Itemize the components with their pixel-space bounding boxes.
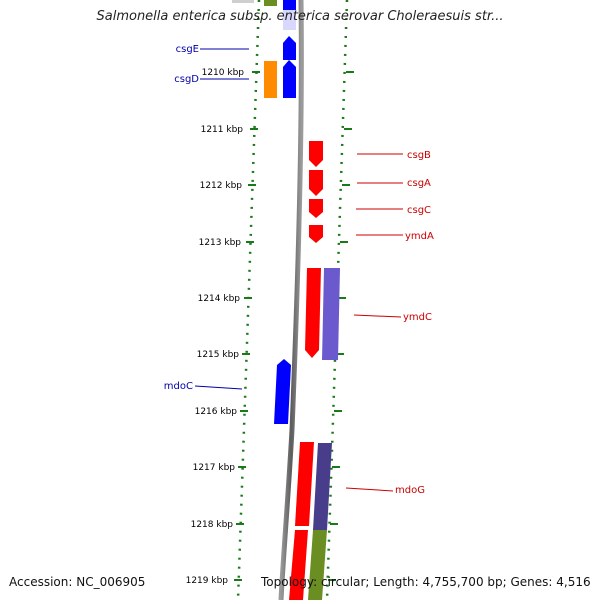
ruler-label: 1213 kbp xyxy=(199,238,242,248)
topology-text: Topology: circular; Length: 4,755,700 bp… xyxy=(261,575,591,589)
gene-label-mdoG[interactable]: mdoG xyxy=(395,485,425,496)
ruler-label: 1214 kbp xyxy=(198,294,241,304)
gene-label-csgD[interactable]: csgD xyxy=(174,74,199,85)
cds-csgD[interactable] xyxy=(264,61,277,98)
gene-label-mdoC[interactable]: mdoC xyxy=(164,381,193,392)
gene-label-csgE[interactable]: csgE xyxy=(176,44,199,55)
leader-line-ymdC xyxy=(353,314,402,318)
gene-ymdC[interactable] xyxy=(305,268,321,358)
ruler-label: 1217 kbp xyxy=(193,463,236,473)
leader-line-mdoC xyxy=(194,385,243,390)
left-tick-lane xyxy=(236,0,261,601)
gene-label-csgC[interactable]: csgC xyxy=(407,205,431,216)
accession-text: Accession: NC_006905 xyxy=(9,575,146,589)
gene-csgB[interactable] xyxy=(309,141,323,167)
gene-mdoC[interactable] xyxy=(274,359,291,424)
leader-line-mdoG xyxy=(345,487,394,492)
ruler-label: 1212 kbp xyxy=(200,181,243,191)
right-major-ticks xyxy=(328,71,354,581)
gene-label-ymdC[interactable]: ymdC xyxy=(403,312,432,323)
gene-feature-top-fade[interactable] xyxy=(283,10,296,30)
gene-mdoG[interactable] xyxy=(295,442,314,526)
cds-ymdC[interactable] xyxy=(322,268,340,360)
gene-csgA[interactable] xyxy=(309,170,323,196)
gene-next-red[interactable] xyxy=(289,530,308,600)
ruler-label: 1216 kbp xyxy=(195,407,238,417)
gene-label-csgB[interactable]: csgB xyxy=(407,150,431,161)
gene-label-csgA[interactable]: csgA xyxy=(407,178,431,189)
gene-csgC[interactable] xyxy=(309,199,323,218)
ruler-label: 1218 kbp xyxy=(191,520,234,530)
ruler-label: 1219 kbp xyxy=(186,576,229,586)
cds-olive-feature[interactable] xyxy=(264,0,277,6)
genome-title: Salmonella enterica subsp. enterica sero… xyxy=(96,9,504,24)
cds-olive-bottom[interactable] xyxy=(308,530,327,600)
gene-csgE[interactable] xyxy=(283,36,296,60)
gene-ymdA[interactable] xyxy=(309,225,323,243)
genome-backbone xyxy=(278,0,304,601)
ruler-label: 1215 kbp xyxy=(197,350,240,360)
right-tick-lane xyxy=(325,0,349,601)
ruler-label: 1211 kbp xyxy=(201,125,244,135)
top-cutoff-label xyxy=(232,0,254,3)
cds-mdoG[interactable] xyxy=(313,443,332,530)
gene-csgD[interactable] xyxy=(283,60,296,98)
gene-label-ymdA[interactable]: ymdA xyxy=(405,231,434,242)
gene-feature-top[interactable] xyxy=(283,0,296,10)
ruler-label: 1210 kbp xyxy=(202,68,245,78)
left-major-ticks xyxy=(234,71,260,581)
